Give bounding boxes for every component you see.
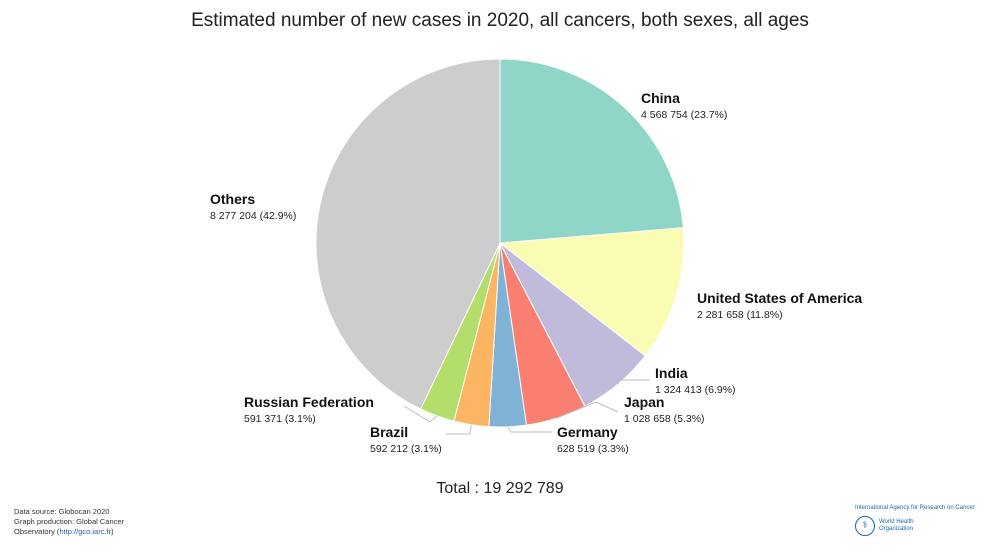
slice-value-india: 1 324 413 (6.9%) — [655, 384, 736, 396]
leader-line-india — [617, 379, 650, 385]
who-emblem-icon: ⚕ — [855, 516, 875, 536]
pie-slice-united-states-of-america — [498, 227, 685, 357]
slice-value-others: 8 277 204 (42.9%) — [210, 210, 296, 222]
observatory-link[interactable]: http://gco.iarc.fr — [59, 527, 112, 536]
slice-label-others: Others — [210, 191, 255, 207]
iarc-logo-text: International Agency for Research on Can… — [855, 505, 975, 511]
slice-value-germany: 628 519 (3.3%) — [557, 443, 629, 455]
observatory-line: Observatory (http://gco.iarc.fr) — [14, 527, 114, 536]
slice-value-china: 4 568 754 (23.7%) — [641, 109, 727, 121]
data-source-text: Data source: Globocan 2020 — [14, 507, 110, 516]
who-logo-text: World Health Organization — [879, 519, 914, 532]
slice-value-japan: 1 028 658 (5.3%) — [624, 413, 705, 425]
pie-slice-others — [315, 58, 501, 410]
total-label: Total : 19 292 789 — [436, 480, 564, 497]
slice-label-japan: Japan — [624, 394, 664, 410]
slice-label-germany: Germany — [557, 424, 618, 440]
leader-line-japan — [556, 401, 619, 419]
slice-value-united-states-of-america: 2 281 658 (11.8%) — [697, 309, 783, 321]
slice-label-russian-federation: Russian Federation — [244, 394, 374, 410]
slice-label-brazil: Brazil — [370, 424, 408, 440]
graph-production-text: Graph production: Global Cancer — [14, 517, 125, 526]
slice-value-brazil: 592 212 (3.1%) — [370, 443, 442, 455]
leader-line-russian-federation — [403, 405, 438, 423]
slice-value-russian-federation: 591 371 (3.1%) — [244, 413, 316, 425]
chart-title: Estimated number of new cases in 2020, a… — [191, 10, 809, 31]
leader-line-germany — [507, 426, 552, 433]
leader-line-brazil — [446, 424, 472, 435]
slice-label-united-states-of-america: United States of America — [697, 290, 862, 306]
pie-slice-china — [499, 58, 684, 244]
logo-block: International Agency for Research on Can… — [855, 505, 995, 536]
footer-source: Data source: Globocan 2020 Graph product… — [14, 507, 124, 537]
slice-label-china: China — [641, 90, 680, 106]
slice-label-india: India — [655, 365, 688, 381]
